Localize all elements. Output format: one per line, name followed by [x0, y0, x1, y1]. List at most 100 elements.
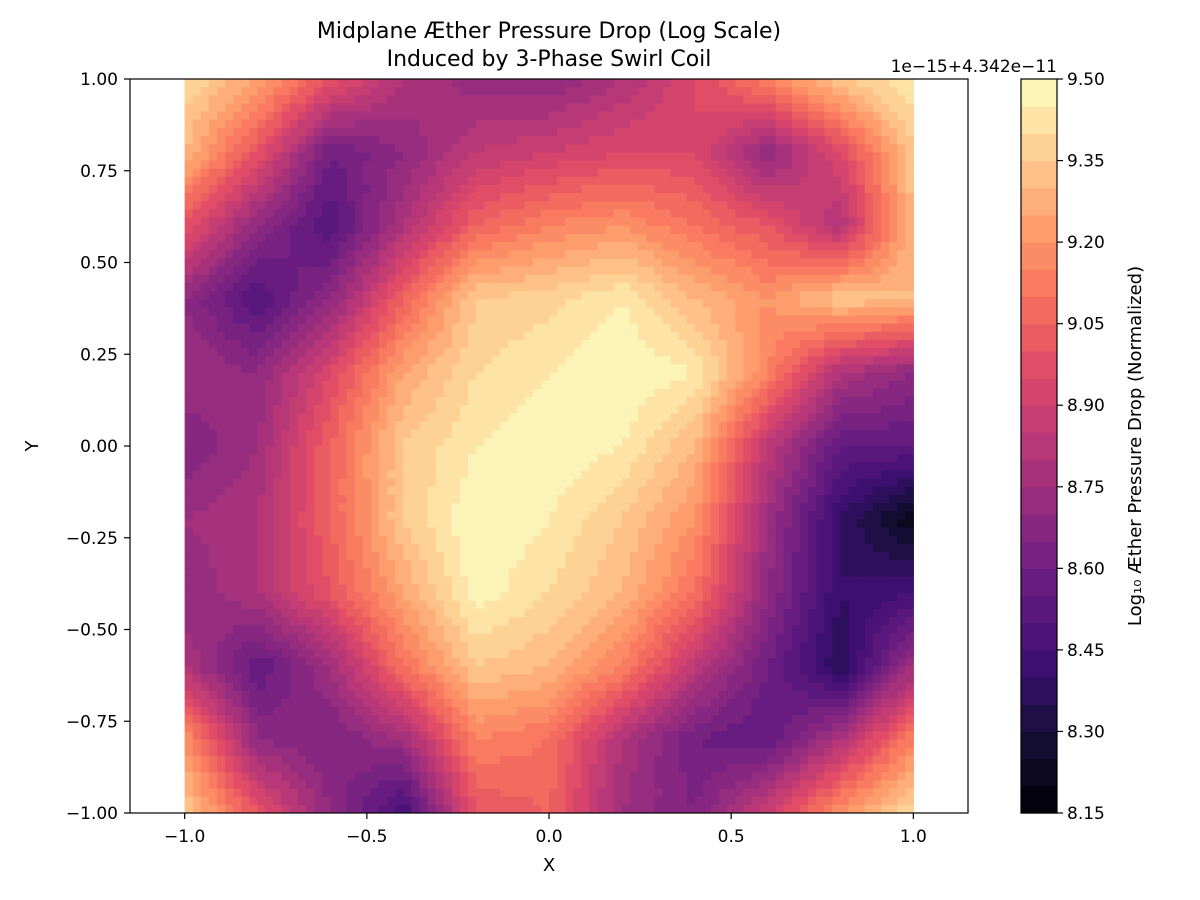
heatmap-cell — [808, 413, 817, 423]
heatmap-cell — [249, 331, 259, 341]
heatmap-cell — [654, 356, 663, 366]
heatmap-cell — [864, 519, 874, 529]
heatmap-cell — [225, 250, 234, 260]
heatmap-cell — [208, 380, 218, 390]
heatmap-cell — [880, 397, 890, 406]
heatmap-cell — [419, 87, 429, 96]
heatmap-cell — [848, 511, 858, 520]
heatmap-cell — [621, 127, 631, 137]
heatmap-cell — [468, 470, 477, 480]
heatmap-cell — [362, 266, 372, 276]
heatmap-cell — [646, 291, 655, 300]
heatmap-cell — [759, 274, 769, 284]
heatmap-cell — [200, 144, 210, 153]
heatmap-cell — [872, 429, 882, 439]
heatmap-cell — [573, 136, 582, 145]
heatmap-cell — [225, 242, 234, 251]
heatmap-cell — [856, 209, 866, 219]
heatmap-cell — [411, 331, 421, 341]
heatmap-cell — [289, 291, 299, 300]
heatmap-cell — [719, 315, 728, 325]
heatmap-cell — [800, 470, 809, 480]
heatmap-cell — [589, 185, 599, 194]
heatmap-cell — [864, 478, 874, 488]
heatmap-cell — [370, 136, 380, 145]
heatmap-cell — [638, 405, 647, 414]
heatmap-cell — [832, 494, 842, 504]
heatmap-cell — [435, 494, 445, 504]
heatmap-cell — [281, 225, 291, 235]
heatmap-cell — [338, 348, 348, 357]
heatmap-cell — [330, 299, 340, 308]
heatmap-cell — [306, 144, 315, 153]
heatmap-cell — [330, 250, 340, 260]
heatmap-cell — [217, 380, 226, 390]
heatmap-cell — [638, 511, 647, 520]
heatmap-cell — [346, 462, 356, 472]
heatmap-cell — [670, 79, 680, 88]
heatmap-cell — [330, 519, 340, 529]
heatmap-cell — [824, 307, 833, 317]
heatmap-cell — [233, 388, 242, 398]
heatmap-cell — [629, 446, 639, 455]
heatmap-cell — [840, 95, 850, 105]
heatmap-cell — [208, 274, 218, 284]
heatmap-cell — [621, 225, 631, 235]
heatmap-cell — [516, 168, 526, 178]
heatmap-cell — [265, 478, 275, 488]
heatmap-cell — [314, 348, 323, 357]
heatmap-cell — [241, 315, 251, 325]
heatmap-cell — [225, 356, 234, 366]
heatmap-cell — [646, 193, 655, 202]
heatmap-cell — [557, 380, 566, 390]
heatmap-cell — [492, 176, 502, 186]
heatmap-cell — [670, 299, 680, 308]
heatmap-cell — [443, 356, 453, 366]
heatmap-cell — [646, 511, 655, 520]
heatmap-cell — [338, 478, 348, 488]
heatmap-cell — [459, 282, 469, 292]
heatmap-cell — [322, 144, 331, 153]
heatmap-cell — [484, 388, 493, 398]
heatmap-cell — [864, 217, 874, 227]
heatmap-cell — [743, 193, 753, 202]
heatmap-cell — [743, 258, 753, 268]
heatmap-cell — [443, 307, 453, 317]
heatmap-cell — [532, 144, 542, 153]
heatmap-cell — [678, 266, 688, 276]
heatmap-cell — [257, 486, 267, 496]
heatmap-cell — [362, 201, 372, 211]
heatmap-cell — [524, 348, 534, 357]
heatmap-cell — [808, 446, 817, 455]
heatmap-cell — [281, 364, 291, 374]
heatmap-cell — [451, 454, 461, 463]
heatmap-cell — [484, 103, 493, 113]
heatmap-cell — [330, 462, 340, 472]
heatmap-cell — [646, 201, 655, 211]
heatmap-cell — [727, 266, 736, 276]
heatmap-cell — [824, 397, 833, 406]
heatmap-cell — [265, 462, 275, 472]
heatmap-cell — [694, 258, 704, 268]
heatmap-cell — [751, 87, 761, 96]
heatmap-cell — [370, 209, 380, 219]
heatmap-cell — [872, 274, 882, 284]
heatmap-cell — [330, 127, 340, 137]
heatmap-cell — [735, 380, 744, 390]
heatmap-cell — [200, 209, 210, 219]
heatmap-cell — [208, 233, 218, 243]
heatmap-cell — [702, 95, 712, 105]
heatmap-cell — [476, 144, 485, 153]
heatmap-cell — [638, 437, 647, 447]
heatmap-cell — [783, 372, 793, 382]
heatmap-cell — [808, 470, 817, 480]
heatmap-cell — [338, 144, 348, 153]
heatmap-cell — [500, 470, 510, 480]
heatmap-cell — [670, 511, 680, 520]
heatmap-cell — [468, 348, 477, 357]
heatmap-cell — [670, 380, 680, 390]
heatmap-cell — [330, 176, 340, 186]
heatmap-cell — [808, 242, 817, 251]
heatmap-cell — [864, 103, 874, 113]
heatmap-cell — [411, 421, 421, 431]
